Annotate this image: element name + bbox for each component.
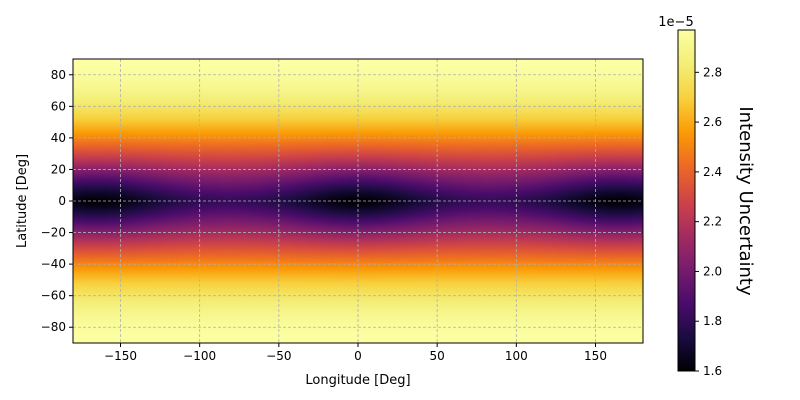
x-axis-label: Longitude [Deg] — [305, 373, 410, 388]
y-tick-label: 0 — [58, 194, 66, 208]
x-tick-label: −150 — [104, 349, 137, 363]
colorbar-tick-label: 2.2 — [703, 215, 722, 229]
colorbar-tick-label: 2.6 — [703, 115, 722, 129]
x-tick-label: 150 — [584, 349, 607, 363]
y-axis-label: Latitude [Deg] — [15, 154, 30, 248]
x-tick-label: −100 — [183, 349, 216, 363]
y-tick-label: 20 — [51, 162, 66, 176]
colorbar-offset-text: 1e−5 — [658, 15, 693, 30]
x-axis-ticks: −150 −100 −50 0 50 100 150 — [104, 343, 607, 363]
y-axis-ticks: −80 −60 −40 −20 0 20 40 60 80 — [41, 68, 73, 334]
colorbar-ticks: 1.6 1.8 2.0 2.2 2.4 2.6 2.8 — [695, 65, 722, 378]
colorbar-tick-label: 2.4 — [703, 165, 722, 179]
y-tick-label: −20 — [41, 226, 66, 240]
colorbar-tick-label: 1.6 — [703, 364, 722, 378]
x-tick-label: −50 — [266, 349, 291, 363]
colorbar-tick-label: 2.8 — [703, 65, 722, 79]
x-tick-label: 50 — [430, 349, 445, 363]
y-tick-label: −60 — [41, 289, 66, 303]
colorbar-tick-label: 2.0 — [703, 264, 722, 278]
y-tick-label: 40 — [51, 131, 66, 145]
colorbar — [677, 29, 696, 372]
grid-lines — [73, 59, 643, 343]
x-tick-label: 0 — [354, 349, 362, 363]
y-tick-label: −80 — [41, 320, 66, 334]
y-tick-label: −40 — [41, 257, 66, 271]
x-tick-label: 100 — [505, 349, 528, 363]
y-tick-label: 80 — [51, 68, 66, 82]
colorbar-label: Intensity Uncertainty — [735, 106, 756, 296]
colorbar-tick-label: 1.8 — [703, 314, 722, 328]
y-tick-label: 60 — [51, 99, 66, 113]
